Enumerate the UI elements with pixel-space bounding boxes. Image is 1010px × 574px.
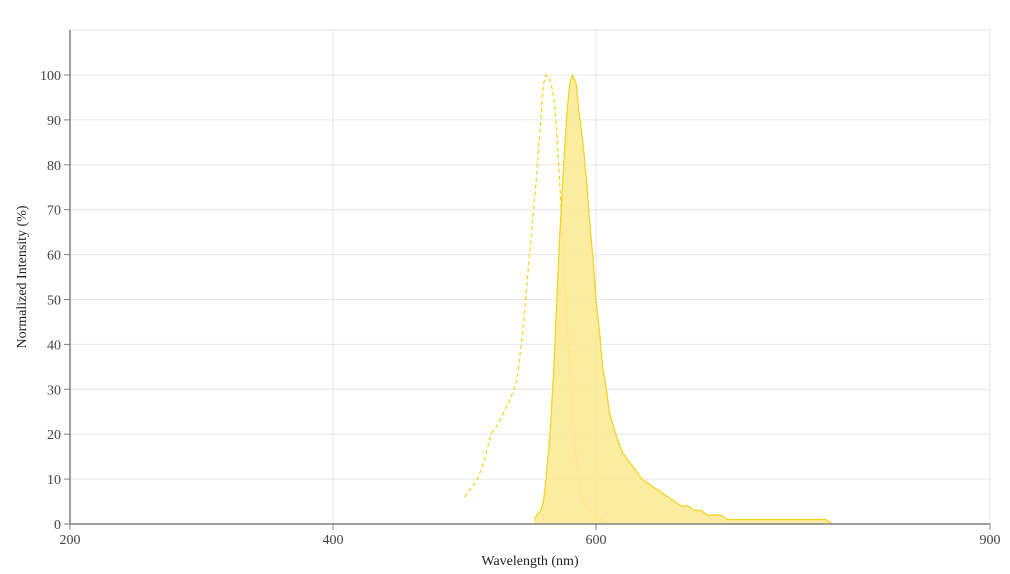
x-tick-label: 900 <box>980 533 1001 548</box>
x-axis-title: Wavelength (nm) <box>481 554 579 569</box>
x-tick-label: 600 <box>586 533 607 548</box>
y-tick-label: 60 <box>47 249 61 264</box>
series-layer <box>464 73 833 525</box>
y-tick-label: 0 <box>54 518 61 533</box>
x-tick-label: 400 <box>323 533 344 548</box>
grid <box>70 29 991 524</box>
y-axis-title: Normalized Intensity (%) <box>15 205 30 348</box>
y-tick-label: 40 <box>47 338 61 353</box>
y-tick-label: 70 <box>47 204 61 219</box>
y-tick-label: 20 <box>47 428 61 443</box>
axes: 0 10 20 30 40 50 60 70 80 90 100 200 400 600 900 <box>40 30 1001 548</box>
y-tick-label: 30 <box>47 383 61 398</box>
y-tick-label: 80 <box>47 159 61 174</box>
x-tick-label: 200 <box>60 533 81 548</box>
emission-line <box>533 73 833 525</box>
y-tick-label: 50 <box>47 294 61 309</box>
y-tick-label: 100 <box>40 69 61 84</box>
y-tick-label: 90 <box>47 114 61 129</box>
y-tick-label: 10 <box>47 473 61 488</box>
